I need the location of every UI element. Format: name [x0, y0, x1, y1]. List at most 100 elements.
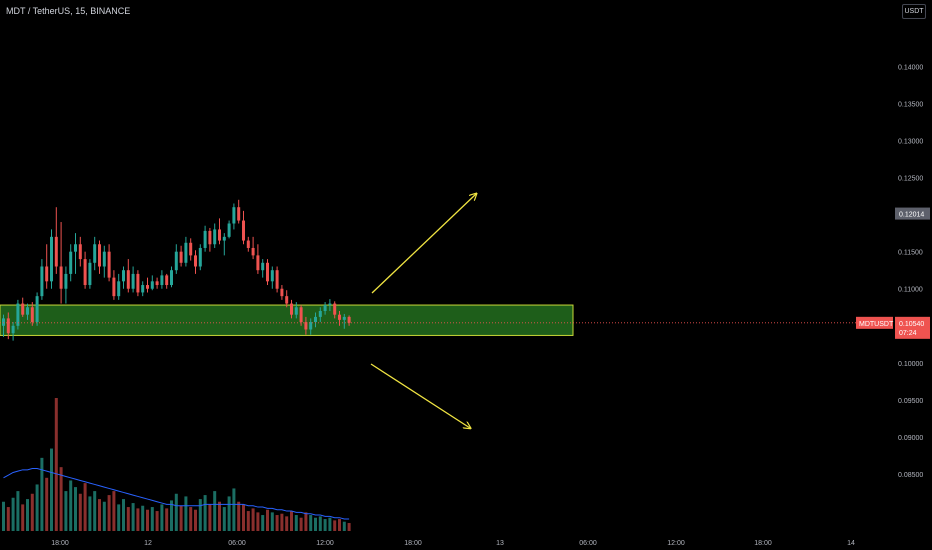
- candle-body: [275, 270, 279, 289]
- volume-bar: [222, 507, 226, 531]
- last-price-tag: [895, 316, 930, 339]
- volume-bar: [78, 493, 82, 531]
- volume-bar: [35, 484, 39, 531]
- symbol-tag-text: MDTUSDT: [859, 321, 894, 328]
- volume-bar: [285, 516, 289, 531]
- candle-body: [328, 303, 332, 306]
- candle-body: [74, 244, 77, 252]
- volume-bar: [280, 513, 284, 531]
- candle-body: [285, 296, 289, 304]
- volume-bar: [122, 499, 125, 531]
- volume-bar: [304, 512, 308, 531]
- price-tags: 0.12014 0.10540 07:24 MDTUSDT: [856, 207, 930, 339]
- y-tick-label: 0.09000: [898, 435, 923, 442]
- candle-body: [69, 251, 73, 274]
- volume-bar: [107, 495, 111, 531]
- volume-bar: [218, 501, 221, 531]
- candle-body: [270, 270, 274, 282]
- y-axis: 0.14000 0.13500 0.13000 0.12500 0.11500 0.110…: [898, 64, 923, 479]
- volume-bar: [2, 501, 5, 531]
- candle-layer: [0, 199, 893, 341]
- volume-bar: [146, 509, 149, 531]
- y-tick-label: 0.11000: [898, 287, 923, 294]
- volume-bar: [261, 515, 265, 531]
- x-tick-label: 12:00: [667, 540, 685, 547]
- candle-body: [208, 230, 212, 245]
- candle-body: [155, 281, 159, 286]
- candle-body: [304, 322, 308, 330]
- volume-bar: [213, 491, 217, 531]
- candle-body: [347, 316, 351, 323]
- volume-bar: [141, 505, 145, 531]
- candle-body: [198, 247, 202, 267]
- candle-body: [232, 207, 236, 224]
- candle-body: [160, 275, 164, 286]
- candle-body: [189, 242, 193, 256]
- candle-body: [59, 266, 63, 289]
- volume-bar: [275, 515, 279, 531]
- candle-body: [342, 316, 346, 320]
- candle-body: [237, 207, 241, 221]
- candle-body: [299, 307, 303, 323]
- candle-body: [16, 303, 20, 326]
- candle-body: [30, 307, 34, 323]
- volume-bar: [347, 523, 351, 531]
- volume-bar: [232, 488, 236, 531]
- candle-body: [222, 236, 226, 241]
- volume-bar: [74, 487, 77, 531]
- y-tick-label: 0.13000: [898, 138, 923, 145]
- candle-body: [122, 270, 125, 282]
- volume-bar: [40, 457, 44, 531]
- candle-body: [218, 229, 221, 241]
- volume-bar: [88, 496, 92, 531]
- candle-body: [179, 251, 183, 263]
- volume-bar: [150, 507, 154, 531]
- candle-body: [194, 255, 197, 267]
- volume-bar: [112, 491, 116, 531]
- x-tick-label: 12:00: [316, 540, 334, 547]
- volume-bar: [170, 500, 173, 531]
- volume-bar: [314, 517, 317, 531]
- currency-button[interactable]: USDT: [902, 4, 926, 19]
- volume-bar: [6, 507, 10, 531]
- volume-bar: [136, 508, 140, 531]
- volume-bar: [198, 499, 202, 531]
- volume-bar: [117, 504, 121, 531]
- x-tick-label: 18:00: [404, 540, 422, 547]
- y-tick-label: 0.12500: [898, 176, 923, 183]
- volume-bar: [69, 480, 73, 531]
- volume-bar: [338, 519, 341, 531]
- candle-body: [107, 251, 111, 278]
- candle-body: [26, 307, 29, 315]
- high-price-tag: [895, 207, 930, 220]
- candle-body: [213, 229, 217, 245]
- volume-bar: [64, 491, 68, 531]
- last-price-value: 0.10540: [899, 321, 924, 328]
- volume-bar: [160, 504, 164, 531]
- candle-body: [102, 251, 106, 267]
- volume-bar: [21, 504, 25, 531]
- candle-body: [54, 236, 58, 267]
- volume-bar: [318, 516, 322, 531]
- candle-body: [35, 296, 39, 323]
- candle-body: [323, 305, 327, 311]
- volume-bar: [299, 517, 303, 531]
- candle-body: [266, 262, 269, 282]
- volume-bar: [50, 448, 53, 531]
- volume-bar: [294, 515, 298, 531]
- candle-body: [112, 277, 116, 297]
- candle-body: [146, 285, 149, 289]
- volume-bar: [26, 499, 29, 531]
- candle-body: [251, 247, 255, 256]
- volume-bar: [54, 398, 58, 531]
- volume-bar: [242, 504, 245, 531]
- candle-body: [174, 251, 178, 271]
- x-tick-label: 18:00: [51, 540, 69, 547]
- volume-bar: [328, 517, 332, 531]
- support-zone: [0, 304, 574, 336]
- y-tick-label: 0.11500: [898, 250, 923, 257]
- candle-body: [150, 281, 154, 289]
- candle-body: [242, 220, 245, 241]
- candle-body: [261, 262, 265, 271]
